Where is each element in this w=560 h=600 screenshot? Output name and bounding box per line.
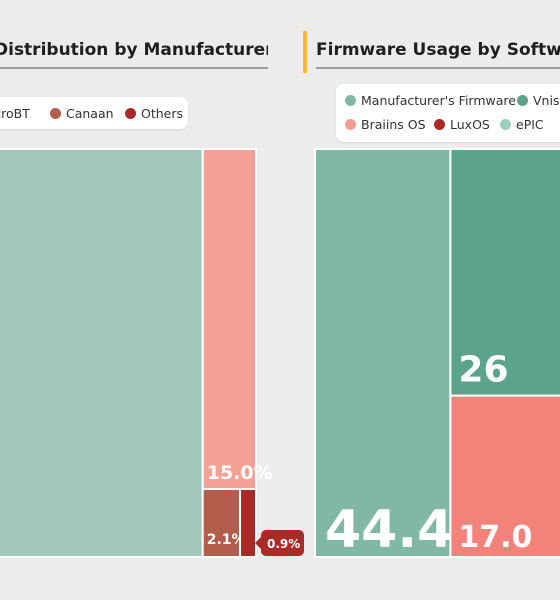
legend-label: Braiins OS [361, 117, 426, 132]
tile-label: 17.0 [458, 520, 532, 555]
tile-canaan [201, 488, 242, 558]
tile-unlabeled [201, 148, 257, 490]
tile-manufacturers-firmware [314, 148, 452, 558]
tile-vnish [449, 148, 560, 397]
legend-swatch [125, 108, 136, 119]
legend-swatch [500, 119, 511, 130]
legend-item-vnish: Vnish [517, 93, 560, 108]
tile-braiins-os [449, 394, 560, 558]
legend-label: Manufacturer's Firmware [361, 93, 516, 108]
legend-item-manufacturer-firmware: Manufacturer's Firmware [345, 93, 516, 108]
chart-title-firmware: Firmware Usage by Software [316, 40, 560, 60]
legend-label: Others [141, 106, 184, 121]
tile-others [239, 488, 258, 558]
legend-item-microbt: MicroBT [0, 106, 30, 121]
title-accent-bar [303, 31, 307, 73]
legend-item-epic: ePIC [500, 117, 544, 132]
legend-swatch [517, 95, 528, 106]
legend-label: Canaan [66, 106, 114, 121]
title-underline [0, 67, 268, 69]
legend-swatch [345, 95, 356, 106]
legend-label: MicroBT [0, 106, 30, 121]
tile-label: 2.1% [207, 532, 246, 548]
legend-item-braiins-os: Braiins OS [345, 117, 426, 132]
legend-swatch [345, 119, 356, 130]
chart-title-manufacturer: Distribution by Manufacturer [0, 40, 268, 60]
callout-label: 0.9% [267, 537, 300, 551]
tile-microbt [0, 148, 204, 558]
legend-item-luxos: LuxOS [434, 117, 490, 132]
legend-item-others: Others [125, 106, 183, 121]
legend-item-canaan: Canaan [50, 106, 114, 121]
legend-manufacturer: MicroBT Canaan Others [0, 97, 188, 129]
legend-swatch [434, 119, 445, 130]
legend-label: Vnish [533, 93, 560, 108]
tile-label: 15.0% [207, 462, 273, 484]
title-underline [316, 67, 560, 69]
callout-others [261, 530, 304, 556]
legend-firmware: Manufacturer's Firmware Vnish Braiins OS… [336, 84, 560, 142]
legend-label: ePIC [516, 117, 544, 132]
legend-label: LuxOS [450, 117, 490, 132]
legend-swatch [50, 108, 61, 119]
callout-pointer [255, 537, 261, 549]
tile-label: 26 [458, 350, 508, 391]
